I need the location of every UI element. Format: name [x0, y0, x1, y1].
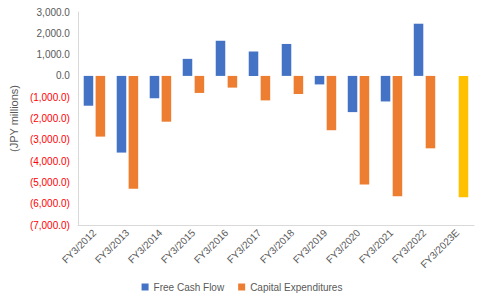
svg-text:FY3/2013: FY3/2013: [93, 227, 132, 266]
svg-text:3,000.0: 3,000.0: [37, 7, 71, 18]
svg-text:(6,000.0): (6,000.0): [30, 198, 70, 209]
svg-text:FY3/2015: FY3/2015: [159, 227, 198, 266]
svg-text:FY3/2018: FY3/2018: [258, 227, 297, 266]
svg-text:(2,000.0): (2,000.0): [30, 113, 70, 124]
svg-text:FY3/2022: FY3/2022: [390, 227, 429, 266]
svg-text:FY3/2017: FY3/2017: [225, 227, 264, 266]
svg-text:1,000.0: 1,000.0: [37, 49, 71, 60]
svg-text:Free Cash Flow: Free Cash Flow: [154, 282, 225, 293]
svg-text:Capital Expenditures: Capital Expenditures: [250, 282, 342, 293]
svg-text:FY3/2014: FY3/2014: [126, 227, 165, 266]
svg-text:(5,000.0): (5,000.0): [30, 177, 70, 188]
svg-text:(4,000.0): (4,000.0): [30, 156, 70, 167]
svg-text:(3,000.0): (3,000.0): [30, 134, 70, 145]
svg-text:FY3/2016: FY3/2016: [192, 227, 231, 266]
svg-text:(7,000.0): (7,000.0): [30, 220, 70, 231]
svg-text:2,000.0: 2,000.0: [37, 28, 71, 39]
svg-text:FY3/2012: FY3/2012: [60, 227, 99, 266]
svg-text:(1,000.0): (1,000.0): [30, 92, 70, 103]
svg-text:0.0: 0.0: [56, 70, 70, 81]
svg-text:FY3/2021: FY3/2021: [357, 227, 396, 266]
svg-text:FY3/2023E: FY3/2023E: [418, 227, 461, 270]
svg-text:(JPY millions): (JPY millions): [8, 85, 20, 152]
svg-text:FY3/2020: FY3/2020: [324, 227, 363, 266]
svg-text:FY3/2019: FY3/2019: [291, 227, 330, 266]
